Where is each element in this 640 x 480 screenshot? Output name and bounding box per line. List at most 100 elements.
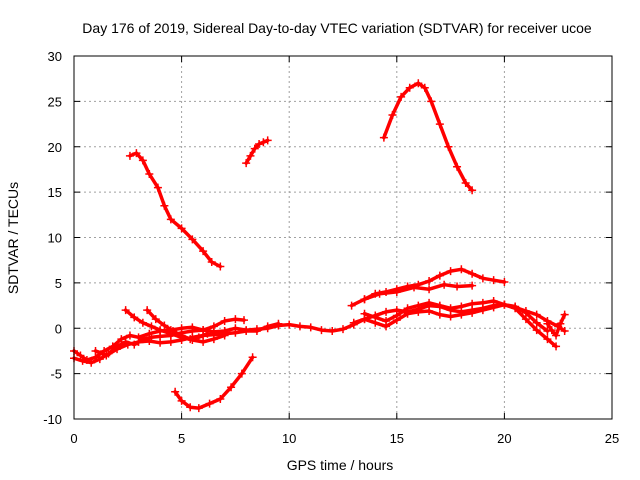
y-tick-label: 20	[48, 140, 62, 155]
data-point-marker	[521, 315, 530, 324]
data-point-marker	[186, 403, 195, 412]
data-point-marker	[435, 301, 444, 310]
data-point-marker	[500, 300, 509, 309]
data-point-marker	[489, 297, 498, 306]
data-point-marker	[552, 331, 561, 340]
x-tick-label: 10	[282, 431, 296, 446]
data-point-marker	[227, 383, 236, 392]
y-tick-label: -10	[43, 412, 62, 427]
data-point-marker	[403, 304, 412, 313]
data-point-marker	[478, 306, 487, 315]
data-point-marker	[349, 318, 358, 327]
data-point-marker	[274, 319, 283, 328]
y-tick-label: 5	[55, 276, 62, 291]
y-tick-label: 30	[48, 49, 62, 64]
data-point-marker	[511, 304, 520, 313]
data-point-marker	[489, 276, 498, 285]
data-point-marker	[160, 201, 169, 210]
y-axis-label: SDTVAR / TECUs	[5, 182, 21, 294]
data-point-marker	[102, 351, 111, 360]
data-point-marker	[560, 326, 569, 335]
data-point-marker	[440, 280, 449, 289]
data-point-marker	[556, 319, 565, 328]
data-point-marker	[388, 110, 397, 119]
data-point-marker	[220, 316, 229, 325]
data-point-marker	[382, 316, 391, 325]
y-tick-label: 0	[55, 321, 62, 336]
data-point-marker	[121, 306, 130, 315]
y-tick-label: -5	[50, 367, 62, 382]
data-point-marker	[145, 336, 154, 345]
data-point-marker	[242, 326, 251, 335]
data-point-marker	[263, 322, 272, 331]
data-point-marker	[216, 262, 225, 271]
data-point-marker	[113, 345, 122, 354]
data-point-marker	[543, 335, 552, 344]
data-point-marker	[500, 277, 509, 286]
data-point-marker	[242, 159, 251, 168]
data-point-marker	[446, 312, 455, 321]
data-point-marker	[252, 326, 261, 335]
data-point-marker	[117, 335, 126, 344]
y-tick-label: 15	[48, 185, 62, 200]
data-point-marker	[76, 351, 85, 360]
data-point-marker	[339, 325, 347, 334]
data-point-marker	[166, 337, 175, 346]
data-point-marker	[457, 310, 466, 319]
series-track-peak	[382, 81, 474, 193]
data-point-marker	[237, 369, 246, 378]
data-point-marker	[425, 298, 434, 307]
data-point-marker	[397, 92, 406, 101]
data-point-marker	[95, 355, 104, 364]
data-point-marker	[306, 323, 315, 332]
data-point-marker	[78, 356, 87, 365]
data-point-marker	[468, 186, 477, 195]
data-point-marker	[468, 269, 477, 278]
data-point-marker	[532, 318, 541, 327]
data-point-marker	[468, 299, 477, 308]
data-point-marker	[360, 309, 369, 318]
data-point-marker	[453, 162, 462, 171]
data-point-marker	[248, 353, 257, 362]
data-point-marker	[216, 395, 225, 404]
data-point-marker	[231, 328, 240, 337]
y-tick-label: 25	[48, 94, 62, 109]
data-point-marker	[199, 247, 208, 256]
data-point-marker	[91, 346, 100, 355]
data-point-marker	[425, 285, 434, 294]
data-point-marker	[543, 319, 552, 328]
data-point-marker	[143, 306, 152, 315]
data-point-marker	[220, 331, 229, 340]
tick-layer: 0 5 10 15 20 25 -10 -5 0 5 10 15 20 25 30	[43, 49, 619, 446]
data-point-marker	[457, 265, 466, 274]
data-point-marker	[138, 156, 147, 165]
data-point-marker	[263, 136, 272, 145]
data-point-marker	[240, 316, 249, 325]
data-point-marker	[194, 404, 203, 413]
data-point-marker	[132, 149, 141, 158]
data-point-marker	[125, 331, 134, 340]
data-point-marker	[392, 287, 401, 296]
data-point-marker	[171, 387, 180, 396]
data-point-marker	[375, 289, 384, 298]
x-tick-label: 0	[70, 431, 77, 446]
data-point-marker	[203, 329, 212, 338]
data-point-marker	[317, 326, 326, 335]
data-point-marker	[250, 144, 259, 153]
data-point-marker	[468, 308, 477, 317]
data-point-marker	[145, 169, 154, 178]
data-point-marker	[199, 337, 208, 346]
x-axis-label: GPS time / hours	[287, 457, 394, 473]
data-point-marker	[446, 267, 455, 276]
data-point-marker	[461, 179, 470, 188]
data-point-marker	[209, 322, 218, 331]
series-layer	[70, 79, 569, 413]
data-point-marker	[547, 326, 556, 335]
data-point-marker	[420, 83, 429, 92]
data-point-marker	[371, 313, 380, 322]
data-point-marker	[435, 310, 444, 319]
series-track-low-dip	[173, 355, 255, 410]
data-point-marker	[425, 277, 434, 286]
data-point-marker	[87, 358, 96, 367]
